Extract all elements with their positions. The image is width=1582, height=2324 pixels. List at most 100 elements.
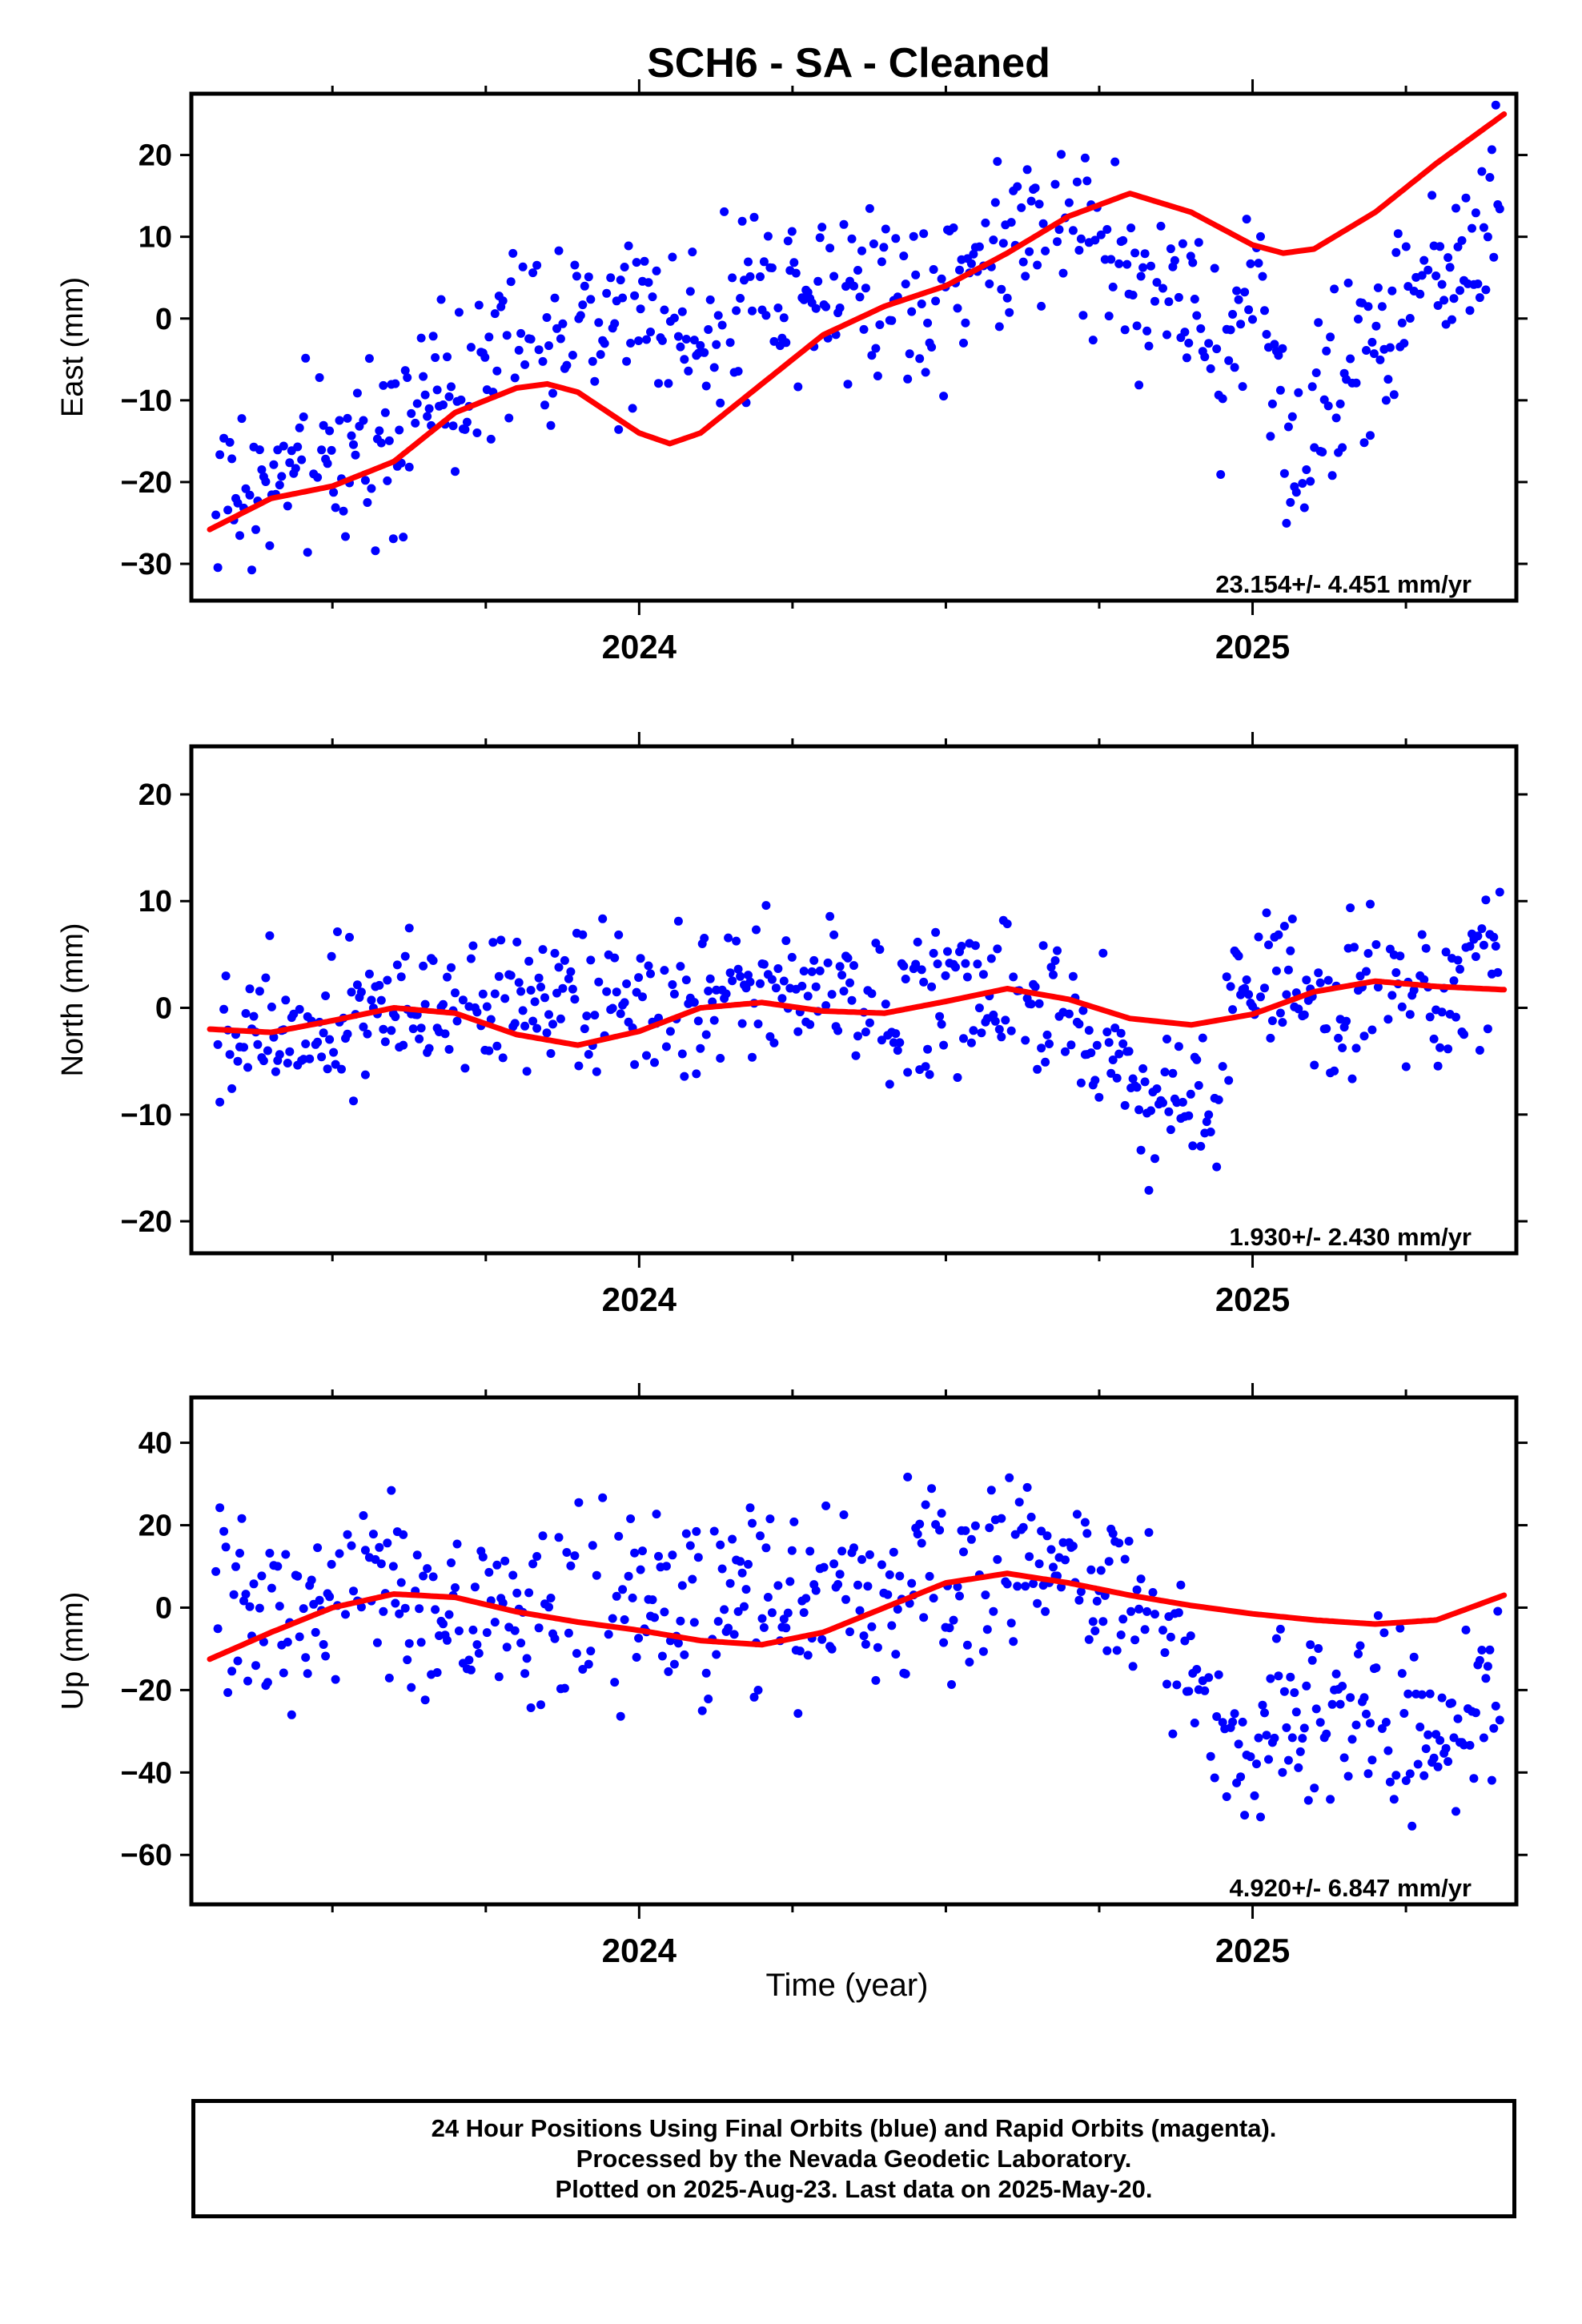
data-point — [893, 1046, 902, 1055]
data-point — [1214, 1670, 1223, 1679]
data-point — [352, 388, 362, 398]
data-point — [1330, 1066, 1339, 1076]
data-point — [745, 977, 755, 987]
data-point — [518, 1006, 528, 1015]
data-point — [1102, 1027, 1112, 1037]
data-point — [717, 320, 727, 330]
data-point — [472, 1640, 482, 1650]
data-point — [728, 273, 737, 283]
data-point — [911, 270, 921, 279]
data-point — [1212, 344, 1222, 354]
data-point — [364, 969, 374, 979]
data-point — [1389, 390, 1399, 400]
data-point — [558, 983, 568, 993]
data-point — [544, 341, 553, 351]
data-point — [1493, 1606, 1503, 1616]
data-point — [375, 980, 384, 990]
data-point — [375, 1542, 384, 1552]
y-axis-label: Up (mm) — [56, 1592, 90, 1711]
data-point — [1456, 964, 1464, 974]
data-point — [765, 1514, 775, 1524]
data-point — [297, 455, 307, 464]
data-point — [744, 971, 753, 980]
data-point — [905, 349, 914, 359]
data-point — [1495, 887, 1504, 897]
data-point — [1021, 1035, 1030, 1045]
data-point — [851, 1051, 861, 1060]
data-point — [1088, 1617, 1098, 1626]
data-point — [1110, 1023, 1120, 1033]
data-point — [669, 989, 679, 999]
panel-east: −30 −20 −10 0 10 20 2024 2025 East (mm) 23.154+/-… — [56, 79, 1528, 665]
data-point — [673, 916, 683, 926]
data-point — [1335, 399, 1345, 408]
data-point — [676, 962, 685, 971]
data-point — [447, 382, 456, 392]
data-point — [680, 1650, 689, 1659]
data-point — [614, 424, 624, 434]
data-point — [337, 1064, 346, 1074]
data-point — [628, 1593, 637, 1602]
y-tick-label: −20 — [121, 466, 172, 500]
data-point — [546, 1049, 556, 1058]
data-point — [773, 304, 783, 312]
data-point — [1254, 1733, 1263, 1743]
data-point — [1262, 1731, 1271, 1740]
data-point — [947, 1680, 956, 1689]
data-point — [283, 1059, 292, 1068]
data-point — [1366, 899, 1375, 909]
data-point — [277, 472, 287, 481]
data-point — [311, 1627, 320, 1637]
data-point — [867, 1622, 877, 1631]
data-point — [929, 948, 938, 958]
data-point — [482, 1002, 492, 1011]
data-point — [1319, 395, 1329, 404]
data-point — [1373, 283, 1383, 292]
data-point — [1178, 239, 1187, 248]
data-point — [263, 1678, 272, 1687]
data-point — [498, 296, 508, 306]
data-point — [1375, 355, 1385, 364]
panel-up: −60 −40 −20 0 20 40 2024 2025 Up (mm) 4.920+/- 6.… — [56, 1383, 1528, 1969]
data-point — [789, 258, 799, 267]
data-point — [793, 382, 803, 392]
data-point — [1045, 1039, 1054, 1048]
data-point — [1423, 265, 1433, 275]
data-point — [1385, 1777, 1395, 1787]
data-point — [249, 1579, 259, 1589]
data-point — [789, 1517, 799, 1526]
data-point — [1391, 968, 1401, 977]
data-point — [1108, 1529, 1118, 1538]
data-point — [243, 1063, 252, 1072]
data-point — [331, 1059, 340, 1069]
data-point — [1350, 943, 1359, 952]
y-tick-label: 0 — [155, 1591, 172, 1625]
data-point — [1371, 321, 1381, 331]
data-point — [927, 343, 937, 352]
data-point — [1362, 1709, 1371, 1719]
data-point — [1425, 1689, 1435, 1699]
data-point — [568, 351, 577, 360]
data-point — [1471, 952, 1480, 961]
data-point — [937, 1509, 946, 1518]
data-point — [241, 1590, 251, 1599]
data-point — [315, 1595, 324, 1605]
rate-label: 4.920+/- 6.847 mm/yr — [1230, 1874, 1472, 1902]
data-point — [661, 1562, 671, 1571]
data-point — [693, 1016, 703, 1026]
data-point — [1138, 1063, 1148, 1073]
data-point — [986, 1486, 996, 1495]
data-point — [1126, 1606, 1136, 1616]
data-point — [317, 445, 327, 455]
data-point — [379, 380, 388, 390]
data-point — [1262, 330, 1271, 339]
data-point — [616, 1009, 625, 1019]
data-point — [1252, 1759, 1261, 1769]
data-point — [1387, 991, 1397, 1000]
data-point — [235, 1549, 244, 1558]
data-point — [1331, 1669, 1341, 1679]
data-point — [805, 1546, 815, 1556]
footer-line-3: Plotted on 2025-Aug-23. Last data on 202… — [555, 2174, 1153, 2203]
data-point — [1377, 1724, 1387, 1733]
data-point — [949, 1615, 958, 1625]
